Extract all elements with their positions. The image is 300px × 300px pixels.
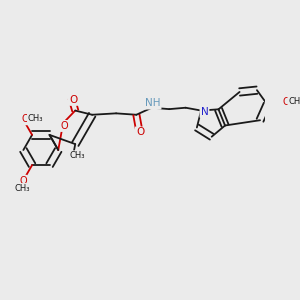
Text: O: O xyxy=(69,95,77,105)
Text: CH₃: CH₃ xyxy=(69,151,85,160)
Text: O: O xyxy=(22,114,30,124)
Text: CH₃: CH₃ xyxy=(28,114,44,123)
Text: CH₃: CH₃ xyxy=(288,97,300,106)
Text: N: N xyxy=(201,107,208,117)
Text: O: O xyxy=(19,176,27,186)
Text: NH: NH xyxy=(145,98,161,109)
Text: O: O xyxy=(136,128,144,137)
Text: O: O xyxy=(282,97,290,107)
Text: CH₃: CH₃ xyxy=(14,184,30,193)
Text: O: O xyxy=(60,121,68,131)
